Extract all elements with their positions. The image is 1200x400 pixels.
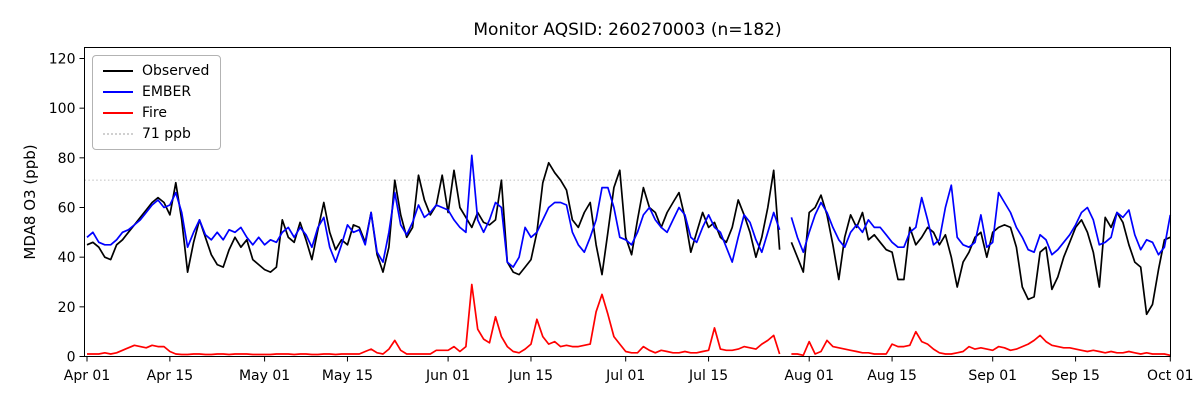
legend-label: 71 ppb [142, 126, 191, 142]
legend-item-observed: Observed [103, 63, 209, 79]
legend-label: Fire [142, 105, 167, 121]
x-tick-label: May 15 [322, 368, 373, 384]
legend-item-71-ppb: 71 ppb [103, 126, 209, 142]
x-tick-label: Sep 15 [1051, 368, 1100, 384]
x-tick-label: Apr 01 [64, 368, 110, 384]
x-tick-label: Apr 15 [147, 368, 193, 384]
data-series [86, 154, 1172, 357]
legend-line-sample [103, 133, 133, 135]
series-line-ember [86, 154, 1172, 268]
legend-label: EMBER [142, 84, 192, 100]
legend-line-sample [103, 91, 133, 93]
legend-item-ember: EMBER [103, 84, 209, 100]
series-line-fire [87, 283, 1171, 357]
legend-label: Observed [142, 63, 210, 79]
series-line-observed [86, 161, 1171, 316]
y-tick-label: 40 [58, 250, 76, 266]
x-tick-label: Jun 15 [508, 368, 553, 384]
y-tick-label: 20 [58, 300, 76, 316]
y-tick-label: 0 [67, 350, 76, 366]
chart-title: Monitor AQSID: 260270003 (n=182) [473, 20, 782, 40]
x-tick-label: Aug 01 [784, 368, 834, 384]
y-tick-label: 80 [58, 151, 76, 167]
x-axis-ticks: Apr 01 Apr 15 May 01 May 15 Jun 01 Jun 15 Jul … [64, 356, 1194, 384]
x-tick-label: Aug 15 [867, 368, 917, 384]
y-tick-label: 120 [49, 52, 76, 68]
legend-line-sample [103, 112, 133, 114]
y-axis-ticks: 0 20 40 60 80 100 120 [49, 52, 85, 366]
x-tick-label: May 01 [239, 368, 290, 384]
x-tick-label: Sep 01 [968, 368, 1017, 384]
legend: Observed EMBER Fire 71 ppb [92, 55, 222, 150]
y-tick-label: 60 [58, 201, 76, 217]
x-tick-label: Jul 15 [688, 368, 728, 384]
y-tick-label: 100 [49, 101, 76, 117]
x-tick-label: Jul 01 [605, 368, 645, 384]
x-tick-label: Oct 01 [1147, 368, 1193, 384]
x-tick-label: Jun 01 [425, 368, 470, 384]
plot-frame [84, 47, 1171, 357]
legend-item-fire: Fire [103, 105, 209, 121]
legend-line-sample [103, 70, 133, 72]
